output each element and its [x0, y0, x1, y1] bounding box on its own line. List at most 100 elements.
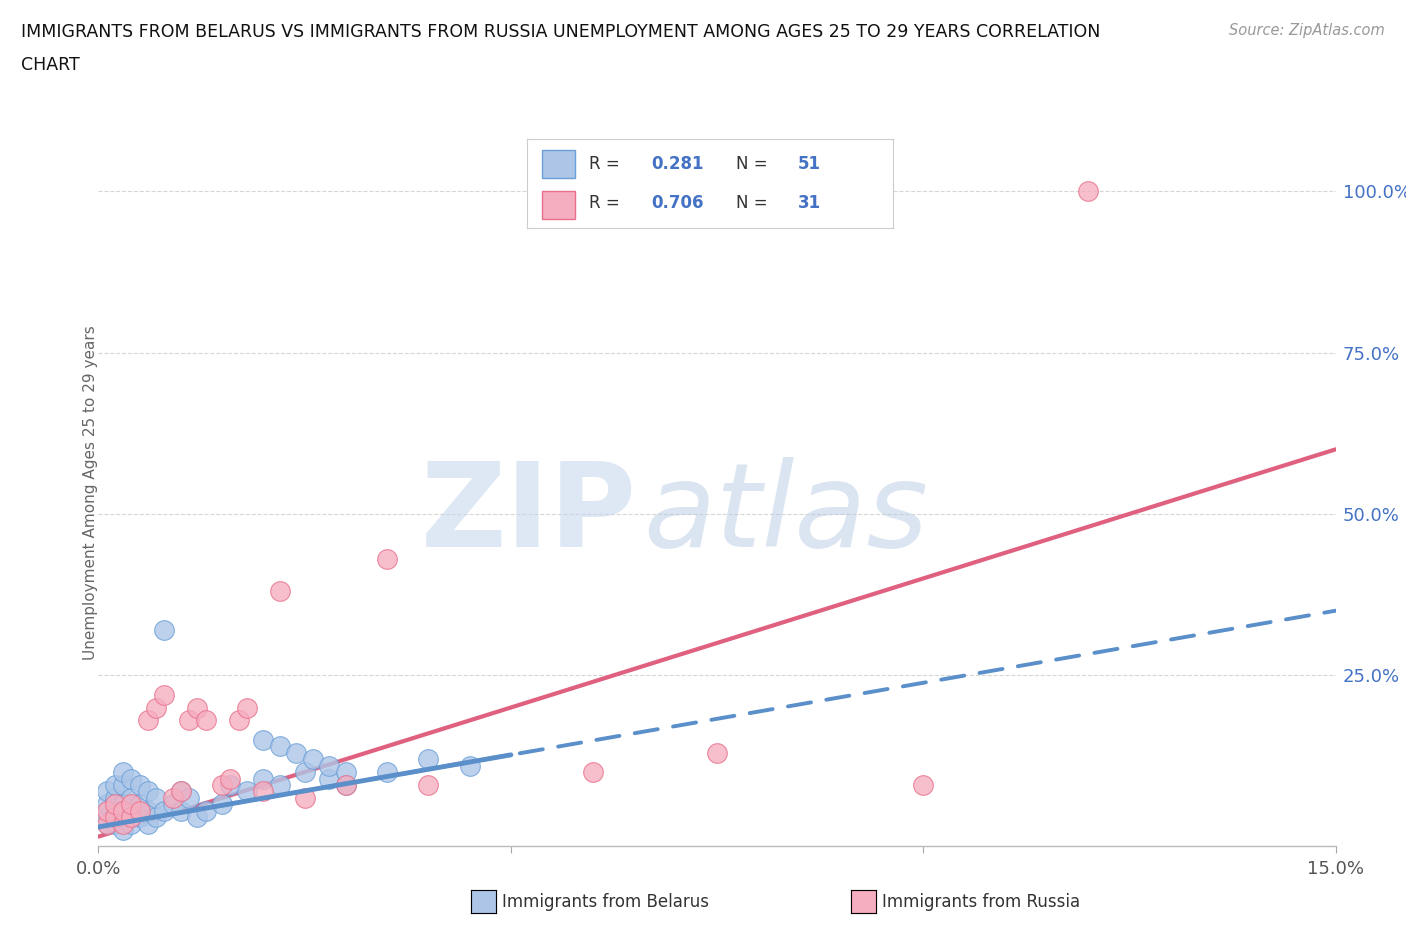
Point [120, 771, 142, 786]
Point [318, 758, 340, 773]
Point [128, 810, 150, 825]
Point [145, 700, 167, 715]
Text: 31: 31 [797, 193, 821, 212]
Point [211, 777, 233, 792]
Point [294, 790, 316, 805]
Point [136, 713, 159, 728]
Point [418, 751, 440, 766]
Point [228, 713, 250, 728]
Point [219, 771, 242, 786]
Point [706, 745, 728, 760]
Point [186, 810, 208, 825]
Point [96, 804, 118, 818]
Point [194, 713, 217, 728]
Point [162, 790, 184, 805]
Point [96, 797, 118, 812]
Point [112, 764, 135, 779]
Point [1077, 184, 1099, 199]
Point [120, 810, 142, 825]
Point [252, 732, 274, 747]
Point [170, 784, 193, 799]
Point [128, 777, 150, 792]
Point [136, 784, 159, 799]
Text: 0.706: 0.706 [651, 193, 704, 212]
Text: 51: 51 [797, 154, 821, 173]
Point [104, 790, 127, 805]
Text: 0.281: 0.281 [651, 154, 704, 173]
Point [418, 777, 440, 792]
Point [96, 817, 118, 831]
Point [104, 817, 127, 831]
Point [162, 797, 184, 812]
FancyBboxPatch shape [541, 150, 575, 179]
Point [458, 758, 481, 773]
Point [335, 764, 357, 779]
Point [194, 804, 217, 818]
Point [170, 804, 193, 818]
Point [96, 810, 118, 825]
Point [104, 797, 127, 812]
Point [318, 771, 340, 786]
Point [136, 817, 159, 831]
Point [269, 777, 291, 792]
Point [128, 797, 150, 812]
Text: N =: N = [735, 154, 772, 173]
Point [269, 738, 291, 753]
Point [153, 687, 176, 702]
Text: Immigrants from Russia: Immigrants from Russia [882, 893, 1080, 911]
Point [96, 817, 118, 831]
Point [96, 784, 118, 799]
Point [285, 745, 308, 760]
Point [170, 784, 193, 799]
Point [112, 804, 135, 818]
Point [153, 804, 176, 818]
Point [120, 804, 142, 818]
Point [375, 764, 398, 779]
Point [112, 777, 135, 792]
Text: IMMIGRANTS FROM BELARUS VS IMMIGRANTS FROM RUSSIA UNEMPLOYMENT AMONG AGES 25 TO : IMMIGRANTS FROM BELARUS VS IMMIGRANTS FR… [21, 23, 1101, 41]
Point [112, 797, 135, 812]
Point [186, 700, 208, 715]
Point [252, 771, 274, 786]
Point [153, 622, 176, 637]
Point [104, 804, 127, 818]
Text: Immigrants from Belarus: Immigrants from Belarus [502, 893, 709, 911]
Point [252, 784, 274, 799]
Text: ZIP: ZIP [420, 457, 637, 572]
Point [120, 797, 142, 812]
Point [335, 777, 357, 792]
Point [302, 751, 325, 766]
Point [104, 810, 127, 825]
Point [269, 584, 291, 599]
Point [582, 764, 605, 779]
Point [145, 790, 167, 805]
Text: Source: ZipAtlas.com: Source: ZipAtlas.com [1229, 23, 1385, 38]
Text: R =: R = [589, 154, 626, 173]
Point [335, 777, 357, 792]
Point [128, 804, 150, 818]
Point [236, 700, 259, 715]
Text: atlas: atlas [643, 458, 928, 571]
Point [375, 551, 398, 566]
Point [112, 817, 135, 831]
Point [136, 804, 159, 818]
Point [104, 777, 127, 792]
Y-axis label: Unemployment Among Ages 25 to 29 years: Unemployment Among Ages 25 to 29 years [83, 326, 97, 660]
FancyBboxPatch shape [541, 191, 575, 219]
Text: R =: R = [589, 193, 626, 212]
Point [112, 823, 135, 838]
Point [145, 810, 167, 825]
Point [294, 764, 316, 779]
Point [120, 817, 142, 831]
Point [236, 784, 259, 799]
Point [112, 810, 135, 825]
Text: N =: N = [735, 193, 772, 212]
Point [104, 810, 127, 825]
Point [179, 713, 201, 728]
Point [120, 790, 142, 805]
Point [219, 777, 242, 792]
Point [179, 790, 201, 805]
Point [912, 777, 935, 792]
Point [211, 797, 233, 812]
Text: CHART: CHART [21, 56, 80, 73]
